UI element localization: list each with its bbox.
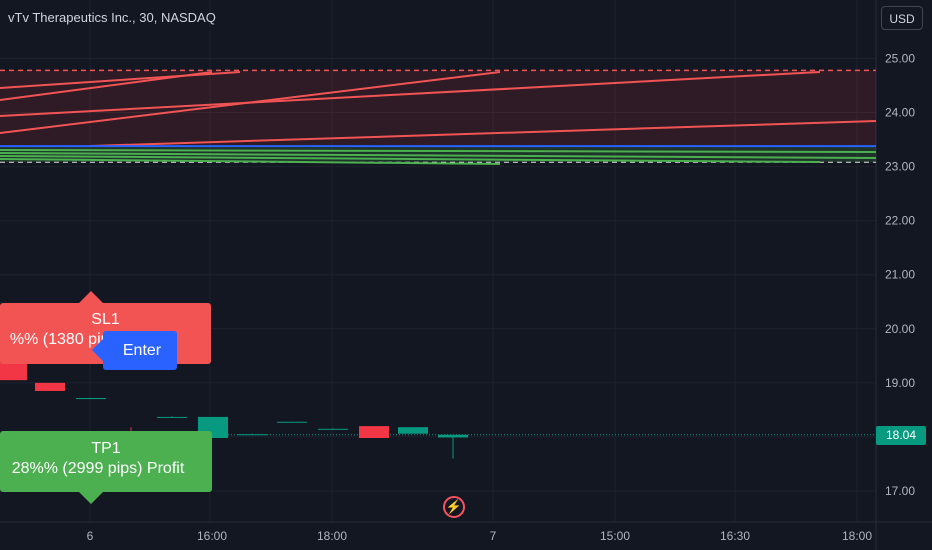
candle-body [318, 428, 348, 430]
current-price-tag: 18.04 [876, 426, 926, 445]
x-tick-label: 16:30 [720, 529, 750, 543]
enter-notch [92, 339, 103, 361]
enter-button[interactable]: Enter [103, 331, 177, 370]
tp-trail-line [0, 149, 877, 153]
currency-button[interactable]: USD [881, 6, 923, 30]
sl-arrow [79, 291, 103, 303]
y-tick-label: 17.00 [885, 484, 915, 498]
tp-trail-line [0, 155, 821, 163]
tp-text: 28%% (2999 pips) Profit [11, 460, 185, 477]
y-tick-label: 23.00 [885, 160, 915, 174]
x-tick-label: 6 [87, 529, 94, 543]
x-tick-label: 15:00 [600, 529, 630, 543]
candle-body [359, 426, 389, 439]
candle-body [35, 382, 65, 391]
x-tick-label: 16:00 [197, 529, 227, 543]
y-tick-label: 22.00 [885, 214, 915, 228]
tp-trail-line [0, 152, 877, 159]
candle-body [438, 434, 468, 438]
stop-trail-line [0, 71, 821, 117]
sl-title: SL1 [91, 311, 120, 328]
candle-body [237, 434, 267, 436]
take-profit-label[interactable]: TP1 28%% (2999 pips) Profit [0, 431, 212, 492]
tp-trail-line [0, 158, 501, 165]
candle-body [76, 397, 106, 400]
y-tick-label: 19.00 [885, 376, 915, 390]
tp-title: TP1 [91, 440, 121, 457]
y-tick-label: 21.00 [885, 268, 915, 282]
y-tick-label: 20.00 [885, 322, 915, 336]
y-tick-label: 25.00 [885, 52, 915, 66]
y-tick-label: 24.00 [885, 106, 915, 120]
x-tick-label: 7 [490, 529, 497, 543]
candle-body [398, 427, 428, 434]
stop-trail-line [89, 120, 877, 147]
x-tick-label: 18:00 [317, 529, 347, 543]
candle-body [157, 416, 187, 418]
x-tick-label: 18:00 [842, 529, 872, 543]
candle-body [277, 421, 307, 423]
stop-trail-line [0, 71, 241, 89]
tp-arrow [79, 492, 103, 504]
symbol-title: vTv Therapeutics Inc., 30, NASDAQ [8, 10, 216, 25]
lightning-icon[interactable]: ⚡ [443, 496, 465, 518]
